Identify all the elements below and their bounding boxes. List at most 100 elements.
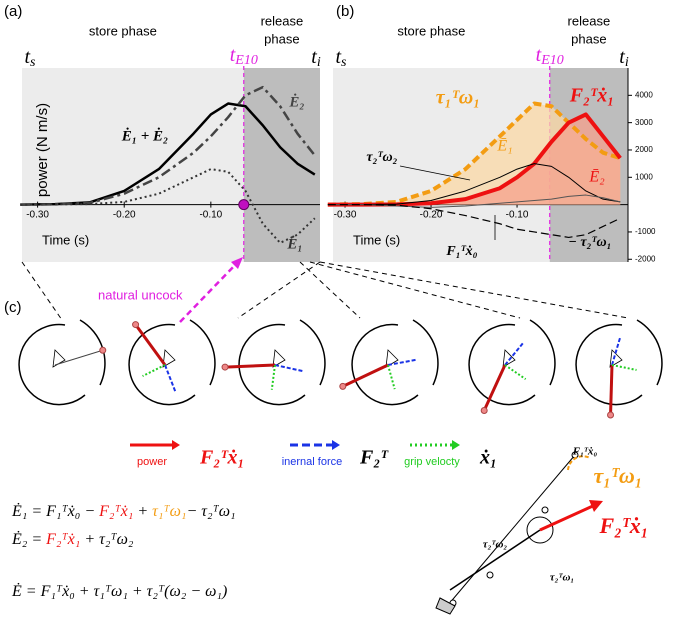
equation: Ė₂ = F₂ᵀẋ₁ + τ₂ᵀω₂ [11,530,134,548]
release-phase-bg [244,68,320,262]
joint [542,507,548,513]
swing-club [225,365,275,367]
y-tick-label: -1000 [635,227,656,236]
series-label: F₁ᵀẋ₀ [445,244,477,259]
diagram-label: τ₁ᵀω₁ [594,463,643,488]
swing-head [133,322,139,328]
x-tick-label: -0.10 [199,209,222,220]
y-tick-label: 1000 [635,172,653,181]
diagram-label: τ₂ᵀω₂ [483,539,508,551]
phase-label: store phase [397,23,465,38]
equation-part: F₂ᵀẋ₁ [45,531,80,548]
swing-head [222,364,228,370]
swing-head [481,407,487,413]
time-label: ti [619,46,629,71]
phase-label: phase [571,31,606,46]
time-label-sub: E10 [234,53,258,68]
x-axis-label: Time (s) [42,232,89,247]
equation-part: Ė₂ = [11,530,46,548]
equation-part: Ė = F₁ᵀẋ₀ + τ₁ᵀω₁ + τ₂ᵀ(ω₂ − ω₁) [11,582,227,600]
y-tick-label: 2000 [635,145,653,154]
equation-part: + τ₂ᵀω₂ [80,531,134,548]
equation: Ė = F₁ᵀẋ₀ + τ₁ᵀω₁ + τ₂ᵀ(ω₂ − ω₁) [11,582,227,600]
annotation: Ē₂ [588,169,605,186]
swing-arc [413,320,438,385]
swing-arc [637,320,662,385]
event-point [239,200,249,210]
series-label: Ė₁ [286,235,302,252]
time-label-sub: i [625,55,629,70]
panel-label: (b) [336,3,354,20]
diagram-label: F₁ᵀẋ₀ [572,446,598,458]
swing-velocity [143,365,165,376]
swing-force [165,365,175,391]
legend-text: inernal force [282,456,343,468]
time-label: tE10 [230,44,258,69]
equation-part: F₂ᵀẋ₁ [98,503,133,520]
swing-body [53,350,65,367]
connector [320,262,628,318]
x-tick-label: -0.30 [334,209,357,220]
x-tick-label: -0.10 [506,209,529,220]
swing-arc [300,320,325,385]
equation-part: + [133,503,152,520]
legend-arrowhead [452,440,460,450]
diagram-label: F₂ᵀẋ₁ [599,513,649,538]
figure: (a) (b) (c) natural uncock store phasere… [0,0,676,619]
annotation: Ē₁ [496,138,512,155]
time-label: ti [311,46,321,71]
time-label-sub: s [341,55,347,70]
connector [300,262,360,318]
time-label: tE10 [536,44,564,69]
series-label: τ₁ᵀω₁ [436,87,481,109]
swing-force [275,365,302,371]
legend-text: grip velocty [404,456,460,468]
swing-club [136,325,165,365]
swing-arc [352,325,418,405]
x-tick-label: -0.20 [113,209,136,220]
time-label-sub: E10 [540,53,564,68]
y-tick-label: 4000 [635,90,653,99]
swing-head [608,412,614,418]
legend-symbol: F₂ᵀ [359,447,389,469]
swing-arc [129,325,195,405]
torque-arc [568,456,590,470]
series-label: Ė₁ + Ė₂ [121,127,169,144]
swing-arc [469,325,535,405]
swing-arc [530,320,555,385]
swing-velocity [612,365,637,370]
equation-part: Ė₁ = [11,502,46,520]
legend-symbol: F₂ᵀẋ₁ [199,447,245,469]
series-label: τ₂ᵀω₂ [366,150,397,165]
y-axis-label: power (N m/s) [34,103,51,197]
time-label-sub: i [317,55,321,70]
y-tick-label: 3000 [635,118,653,127]
joint [487,572,493,578]
swing-head [100,347,106,353]
swing-velocity [272,365,275,390]
connector [310,262,520,318]
swing-velocity [388,365,395,389]
phase-label: store phase [89,23,157,38]
legend-symbol: ẋ₁ [479,447,497,469]
series-label: Ė₂ [288,93,304,110]
time-label: ts [335,46,347,71]
swing-arc [19,325,85,405]
legend-arrowhead [332,440,340,450]
connector [238,262,320,318]
uncock-label: natural uncock [98,287,183,302]
uncock-arrow [180,262,238,322]
equation-part: F₁ᵀẋ₀ − [45,503,99,520]
time-label-sub: s [30,55,36,70]
panel-label: (c) [4,299,22,316]
diagram-label: τ₂ᵀω₁ [550,572,574,584]
legend-text: power [137,456,167,468]
y-tick-label: -2000 [635,254,656,263]
swing-club [611,365,612,415]
phase-label: release [568,13,611,28]
swing-arc [576,325,642,405]
equation-part: − τ₂ᵀω₁ [186,503,235,520]
x-axis-label: Time (s) [353,232,400,247]
swing-velocity [505,365,526,379]
x-tick-label: -0.30 [26,209,49,220]
